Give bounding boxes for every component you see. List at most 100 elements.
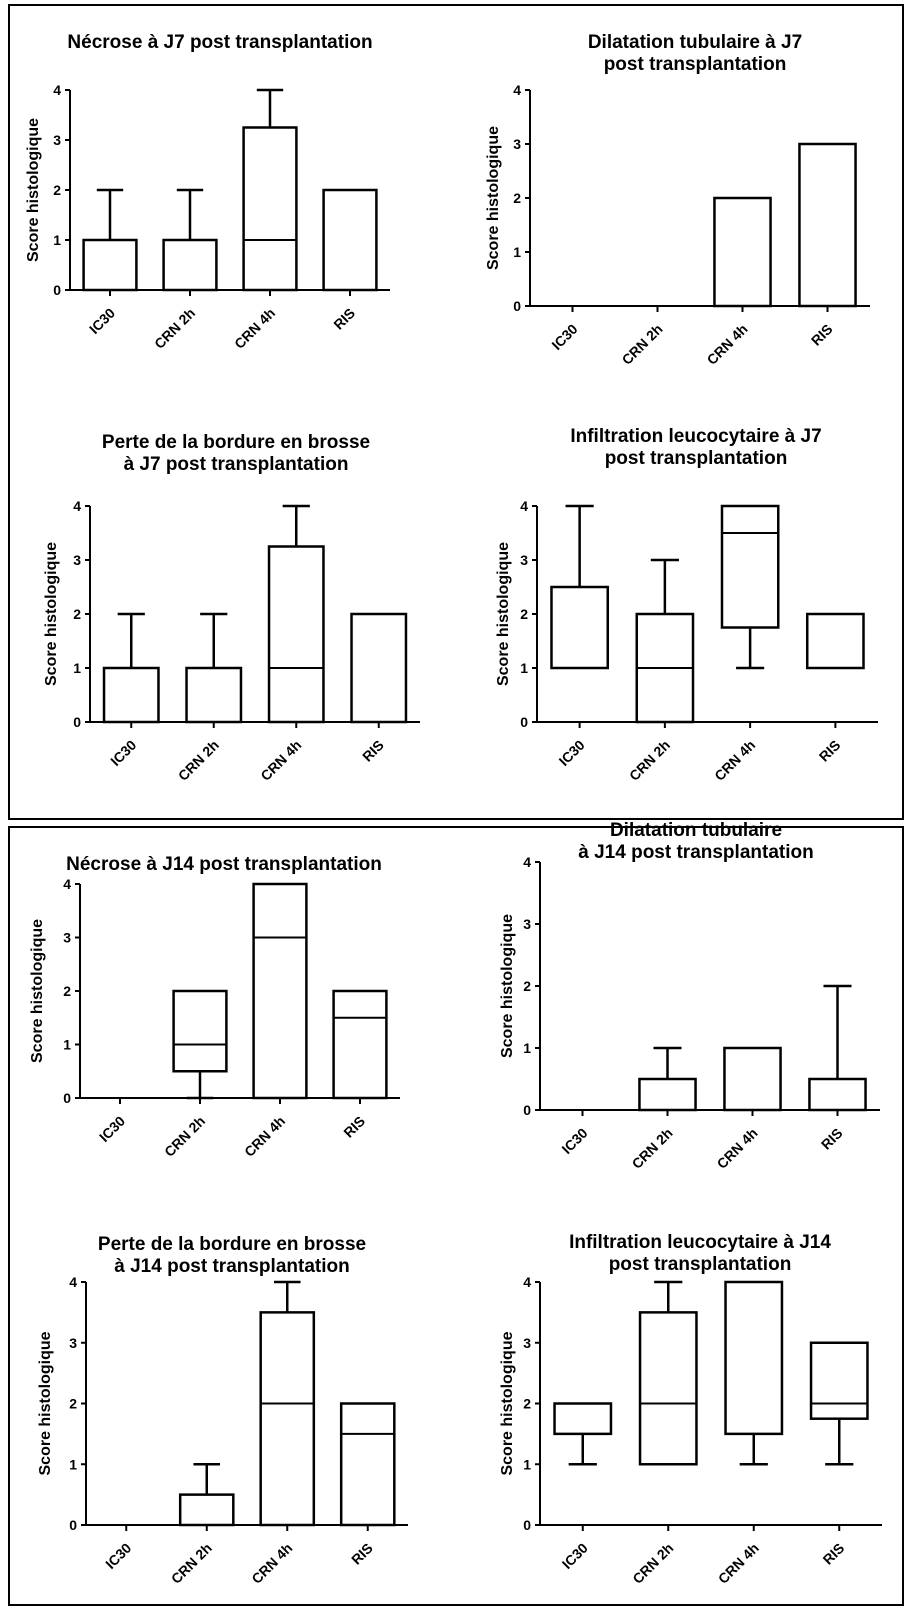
- y-tick-label: 2: [523, 1396, 531, 1412]
- y-axis-label: Score histologique: [499, 1331, 516, 1475]
- x-tick-label: CRN 4h: [248, 1540, 295, 1587]
- y-tick-label: 0: [53, 282, 61, 298]
- chart-title: Infiltration leucocytaire à J14: [569, 1232, 831, 1253]
- y-tick-label: 4: [53, 82, 61, 98]
- box-rect: [350, 612, 408, 724]
- chart-title: post transplantation: [605, 448, 788, 469]
- y-axis-label: Score histologique: [485, 126, 502, 270]
- y-tick-label: 4: [513, 82, 521, 98]
- y-axis-label: Score histologique: [499, 914, 516, 1058]
- box-crn-2h: [178, 1463, 235, 1527]
- box-crn-4h: [267, 504, 325, 724]
- chart-title: Infiltration leucocytaire à J7: [570, 426, 821, 447]
- x-tick-label: IC30: [559, 1540, 591, 1572]
- box-crn-2h: [638, 1280, 698, 1466]
- y-tick-label: 4: [69, 1274, 77, 1290]
- x-tick-label: RIS: [816, 737, 844, 765]
- y-tick-label: 3: [69, 1335, 77, 1351]
- box-rect: [720, 504, 780, 629]
- x-tick-label: IC30: [548, 321, 580, 353]
- chart-1: Nécrose à J7 post transplantation 0 1 2 3 4 Sc…: [25, 32, 390, 352]
- box-crn-2h: [162, 188, 218, 292]
- x-tick-label: CRN 4h: [241, 1113, 288, 1160]
- chart-title: à J7 post transplantation: [124, 454, 349, 475]
- x-tick-label: RIS: [330, 305, 358, 333]
- y-tick-label: 3: [523, 1335, 531, 1351]
- y-tick-label: 1: [53, 232, 61, 248]
- box-crn-2h: [638, 1046, 697, 1112]
- box-ris: [350, 612, 408, 724]
- box-rect: [638, 1311, 698, 1466]
- chart-title: Nécrose à J14 post transplantation: [66, 854, 382, 875]
- x-tick-label: IC30: [556, 737, 588, 769]
- box-rect: [332, 989, 388, 1100]
- x-tick-label: CRN 4h: [704, 321, 751, 368]
- y-axis-label: Score histologique: [43, 542, 60, 686]
- box-crn-4h: [720, 504, 780, 670]
- y-tick-label: 0: [73, 714, 81, 730]
- box-crn-2h: [185, 612, 243, 724]
- y-tick-label: 4: [523, 854, 531, 870]
- y-axis-label: Score histologique: [25, 118, 42, 262]
- box-ris: [322, 188, 378, 292]
- y-tick-label: 0: [69, 1517, 77, 1533]
- y-tick-label: 1: [69, 1456, 77, 1472]
- box-rect: [553, 1402, 613, 1436]
- chart-title: Perte de la bordure en brosse: [98, 1234, 366, 1255]
- y-tick-label: 0: [513, 298, 521, 314]
- x-tick-label: CRN 4h: [711, 737, 758, 784]
- chart-title: Nécrose à J7 post transplantation: [67, 32, 372, 53]
- x-tick-label: RIS: [808, 321, 836, 349]
- box-rect: [185, 666, 243, 724]
- box-crn-4h: [259, 1280, 316, 1527]
- y-tick-label: 1: [523, 1456, 531, 1472]
- y-tick-label: 2: [53, 182, 61, 198]
- box-ris: [798, 142, 857, 308]
- chart-title: Dilatation tubulaire: [610, 820, 782, 841]
- box-rect: [638, 1077, 697, 1112]
- box-rect: [805, 612, 865, 670]
- y-tick-label: 1: [63, 1037, 71, 1053]
- box-rect: [82, 238, 138, 292]
- box-rect: [724, 1280, 784, 1436]
- y-tick-label: 2: [513, 190, 521, 206]
- x-tick-label: CRN 4h: [257, 737, 304, 784]
- y-tick-label: 4: [523, 1274, 531, 1290]
- x-tick-label: IC30: [102, 1540, 134, 1572]
- box-crn-2h: [635, 558, 695, 724]
- x-tick-label: RIS: [340, 1113, 368, 1141]
- box-ris: [805, 612, 865, 670]
- x-tick-label: CRN 2h: [168, 1540, 215, 1587]
- y-tick-label: 2: [63, 983, 71, 999]
- box-rect: [322, 188, 378, 292]
- box-crn-4h: [252, 882, 308, 1100]
- box-rect: [723, 1046, 782, 1112]
- x-tick-label: IC30: [558, 1125, 590, 1157]
- box-rect: [267, 545, 325, 724]
- y-tick-label: 1: [73, 660, 81, 676]
- box-rect: [808, 1077, 867, 1112]
- y-axis-label: Score histologique: [29, 919, 46, 1063]
- y-tick-label: 1: [513, 244, 521, 260]
- box-rect: [809, 1341, 869, 1420]
- box-rect: [172, 989, 228, 1073]
- box-rect: [252, 882, 308, 1100]
- y-tick-label: 1: [523, 1040, 531, 1056]
- box-ic30: [82, 188, 138, 292]
- x-tick-label: IC30: [107, 737, 139, 769]
- y-tick-label: 4: [520, 498, 528, 514]
- y-tick-label: 1: [520, 660, 528, 676]
- chart-5: Nécrose à J14 post transplantation 0 1 2 3 4 S…: [29, 854, 400, 1160]
- box-rect: [550, 585, 610, 670]
- box-crn-4h: [713, 196, 772, 308]
- box-ic30: [553, 1402, 613, 1466]
- box-ic30: [102, 612, 160, 724]
- box-rect: [178, 1493, 235, 1527]
- y-tick-label: 2: [73, 606, 81, 622]
- j14-panel-frame: [8, 826, 904, 1606]
- y-tick-label: 0: [523, 1102, 531, 1118]
